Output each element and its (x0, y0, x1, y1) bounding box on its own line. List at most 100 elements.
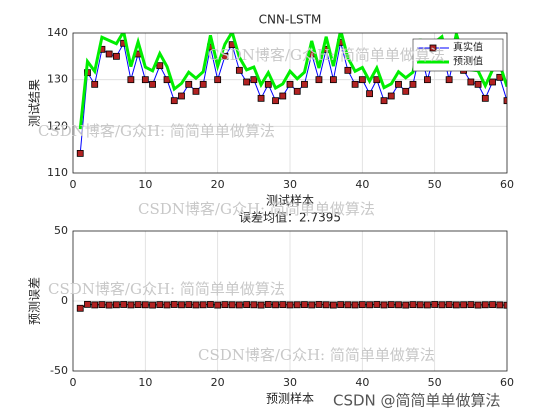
data-point (127, 76, 135, 84)
y-tick-label: 140 (47, 26, 68, 39)
data-point (315, 301, 323, 308)
legend-box (412, 38, 504, 72)
data-point (424, 76, 431, 84)
legend-label: 真实值 (453, 41, 483, 54)
data-point (91, 301, 99, 309)
data-point (91, 80, 99, 88)
data-point (301, 301, 308, 309)
data-point (481, 301, 489, 309)
y-axis-label: 预测误差 (28, 277, 42, 325)
data-point (257, 301, 265, 309)
plot-series (76, 300, 507, 312)
data-point (409, 80, 417, 88)
data-point (257, 94, 265, 102)
data-point (474, 301, 482, 309)
data-point (489, 78, 496, 86)
data-point (409, 301, 417, 309)
data-point (301, 80, 308, 88)
data-point (344, 66, 352, 74)
data-point (149, 301, 156, 309)
data-point (293, 301, 301, 309)
data-point (120, 301, 128, 308)
data-point (337, 301, 345, 309)
data-point (351, 80, 359, 88)
data-point (228, 301, 236, 309)
x-tick-label: 40 (355, 178, 369, 191)
data-point (235, 66, 243, 74)
x-tick-label: 10 (138, 376, 152, 389)
y-tick-label: 50 (54, 224, 68, 237)
data-point (76, 304, 84, 312)
y-tick-label: 110 (47, 166, 68, 179)
data-point (424, 301, 431, 309)
data-point (445, 76, 453, 84)
data-point (467, 78, 475, 86)
data-point (156, 301, 164, 309)
x-tick-label: 10 (138, 178, 152, 191)
data-point (503, 97, 507, 105)
x-axis-label: 测试样本 (266, 193, 314, 208)
data-point (438, 301, 446, 309)
data-point (366, 301, 373, 309)
data-point (329, 301, 337, 309)
x-tick-label: 0 (70, 376, 77, 389)
x-tick-label: 0 (70, 178, 77, 191)
data-point (373, 301, 381, 308)
data-point (358, 301, 366, 309)
x-tick-label: 40 (355, 376, 369, 389)
data-point (250, 301, 258, 309)
data-point (387, 301, 395, 309)
data-point (416, 301, 424, 309)
watermark: CSDN博客/G众H: 简简单单做算法 (48, 280, 285, 298)
data-point (235, 301, 243, 309)
data-point (113, 52, 120, 60)
data-point (105, 301, 113, 309)
data-point (272, 301, 279, 309)
y-tick-label: -50 (50, 364, 68, 377)
data-point (387, 92, 395, 100)
data-point (431, 301, 439, 308)
data-point (214, 76, 222, 84)
data-point (84, 300, 91, 308)
x-tick-label: 50 (428, 178, 442, 191)
data-point (98, 301, 106, 309)
data-point (178, 92, 185, 100)
data-point (163, 301, 171, 309)
x-tick-label: 60 (500, 376, 514, 389)
data-point (402, 301, 410, 309)
y-tick-label: 0 (61, 294, 68, 307)
data-point (141, 76, 149, 84)
data-point (351, 301, 359, 309)
data-point (279, 301, 287, 309)
data-point (127, 301, 135, 309)
chart-title: 误差均值：2.7395 (239, 210, 341, 225)
data-point (250, 76, 258, 84)
data-point (308, 301, 316, 309)
data-point (170, 97, 178, 105)
footer-watermark: CSDN @简简单单做算法 (333, 392, 501, 410)
x-tick-label: 30 (283, 178, 297, 191)
axes-box (72, 32, 508, 174)
data-point (105, 50, 113, 58)
watermark: CSDN博客/G众H: 简简单单做算法 (38, 122, 275, 140)
data-point (156, 62, 164, 70)
data-point (467, 301, 475, 309)
data-point (395, 80, 402, 88)
y-axis-label: 测试结果 (27, 79, 42, 127)
data-point (178, 301, 185, 309)
legend-label: 预测值 (453, 55, 483, 68)
data-point (199, 80, 207, 88)
x-tick-label: 60 (500, 178, 514, 191)
data-point (214, 301, 222, 309)
data-point (489, 301, 496, 309)
axes-box (72, 230, 508, 372)
data-point (315, 76, 323, 84)
data-point (192, 87, 200, 95)
x-tick-label: 50 (428, 376, 442, 389)
data-point (279, 92, 287, 100)
data-point (395, 301, 402, 309)
data-point (358, 76, 366, 84)
data-point (481, 94, 489, 102)
data-point (192, 301, 200, 309)
